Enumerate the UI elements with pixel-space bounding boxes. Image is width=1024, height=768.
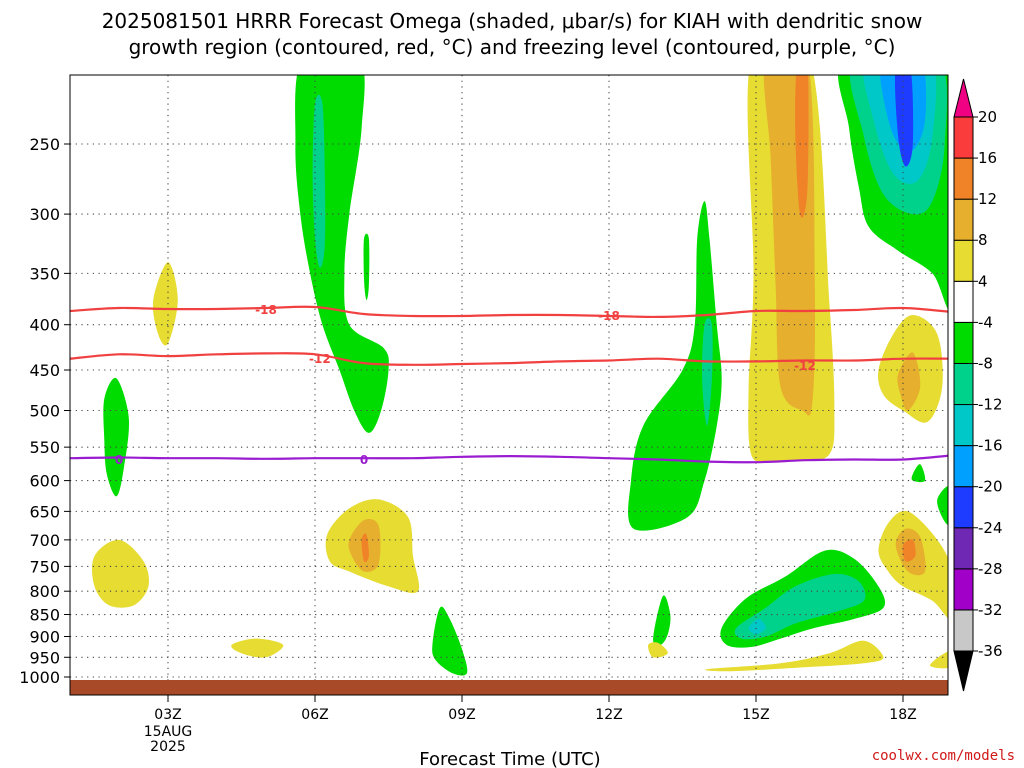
omega-region-19 — [91, 539, 149, 608]
colorbar-bin-11 — [953, 157, 974, 200]
omega-region-18 — [152, 262, 178, 346]
x-tick-sublabel-0: 15AUG — [144, 724, 193, 740]
colorbar-bin-1 — [953, 568, 974, 611]
omega-region-27 — [795, 75, 809, 218]
y-tick-label-600: 600 — [29, 472, 60, 491]
chart-title-line1: 2025081501 HRRR Forecast Omega (shaded, … — [102, 9, 923, 33]
omega-region-33 — [704, 640, 884, 672]
colorbar-label-3: 8 — [978, 231, 988, 249]
y-tick-label-400: 400 — [29, 316, 60, 335]
colorbar-bin-2 — [953, 527, 974, 570]
omega-region-24 — [648, 642, 668, 658]
contour-label-0-1: -18 — [598, 309, 620, 323]
x-tick-label-12Z: 12Z — [595, 707, 622, 723]
x-tick-label-18Z: 18Z — [889, 707, 916, 723]
colorbar-bin-12 — [953, 116, 974, 159]
omega-region-3 — [103, 377, 130, 497]
contour-label-2-0: 0 — [115, 453, 123, 467]
contour-label-2-1: 0 — [360, 453, 368, 467]
y-tick-label-850: 850 — [29, 606, 60, 625]
y-tick-label-250: 250 — [29, 135, 60, 154]
omega-region-5 — [653, 595, 671, 646]
chart-title-line2: growth region (contoured, red, °C) and f… — [129, 35, 896, 59]
plot-area: -18 -18 -12 -12 0 0 — [69, 74, 949, 696]
x-tick-label-09Z: 09Z — [448, 707, 475, 723]
colorbar-bin-7 — [953, 321, 974, 364]
y-axis: 250 300 350 400 450 500 550 600 650 700 750 800 850 9… — [19, 135, 70, 687]
colorbar-label-12: -32 — [978, 601, 1003, 619]
y-tick-label-800: 800 — [29, 582, 60, 601]
y-tick-label-900: 900 — [29, 627, 60, 646]
colorbar-label-4: 4 — [978, 272, 988, 290]
colorbar-over-triangle — [953, 78, 974, 118]
colorbar-bin-0 — [953, 609, 974, 652]
y-tick-label-700: 700 — [29, 531, 60, 550]
colorbar: 20 16 12 8 4 -4 -8 -12 -16 -20 -24 -28 -32 -36 — [953, 78, 1003, 692]
omega-region-16 — [734, 573, 866, 640]
x-tick-label-15Z: 15Z — [742, 707, 769, 723]
colorbar-label-1: 16 — [978, 149, 997, 167]
colorbar-label-11: -28 — [978, 560, 1003, 578]
omega-region-2 — [363, 233, 370, 300]
colorbar-label-8: -16 — [978, 437, 1003, 455]
omega-region-7 — [702, 318, 713, 426]
colorbar-label-10: -24 — [978, 519, 1003, 537]
colorbar-label-9: -20 — [978, 478, 1003, 496]
colorbar-label-5: -4 — [978, 313, 993, 331]
y-tick-label-650: 650 — [29, 502, 60, 521]
omega-region-14 — [937, 486, 948, 525]
colorbar-bin-10 — [953, 198, 974, 241]
y-tick-label-950: 950 — [29, 648, 60, 667]
y-tick-label-300: 300 — [29, 205, 60, 224]
contour-line-2 — [70, 454, 948, 464]
omega-region-6 — [628, 201, 722, 531]
contour-line-1 — [70, 352, 948, 366]
colorbar-label-7: -12 — [978, 396, 1003, 414]
colorbar-bin-6 — [953, 362, 974, 406]
contour-line-0 — [70, 305, 948, 319]
x-axis-label: Forecast Time (UTC) — [419, 749, 600, 768]
credit-text: coolwx.com/models — [872, 748, 1015, 764]
colorbar-bin-8 — [953, 280, 974, 323]
contour-label-1-1: -12 — [794, 359, 816, 373]
colorbar-label-6: -8 — [978, 354, 993, 372]
x-tick-label-03Z: 03Z — [154, 707, 181, 723]
colorbar-under-triangle — [953, 650, 974, 692]
omega-region-13 — [911, 464, 926, 483]
plot-frame — [69, 74, 949, 696]
contour-label-0-0: -18 — [255, 303, 277, 317]
y-tick-label-500: 500 — [29, 402, 60, 421]
omega-region-20 — [231, 638, 284, 658]
colorbar-label-2: 12 — [978, 190, 997, 208]
y-tick-label-350: 350 — [29, 264, 60, 283]
x-tick-sublabel-1: 2025 — [150, 739, 186, 755]
ground-surface — [70, 680, 948, 695]
y-tick-label-550: 550 — [29, 438, 60, 457]
colorbar-bin-4 — [953, 445, 974, 488]
omega-region-23 — [361, 533, 369, 563]
omega-region-17 — [748, 619, 766, 635]
colorbar-bin-3 — [953, 486, 974, 529]
y-tick-label-450: 450 — [29, 361, 60, 380]
colorbar-bin-5 — [953, 404, 974, 447]
omega-region-32 — [902, 539, 916, 562]
colorbar-label-13: -36 — [978, 642, 1003, 660]
colorbar-bin-9 — [953, 239, 974, 282]
omega-region-4 — [432, 606, 468, 676]
x-tick-label-06Z: 06Z — [301, 707, 328, 723]
colorbar-label-0: 20 — [978, 108, 997, 126]
omega-region-1 — [312, 94, 326, 268]
y-tick-label-1000: 1000 — [19, 668, 60, 687]
y-tick-label-750: 750 — [29, 557, 60, 576]
contour-label-1-0: -12 — [309, 352, 331, 366]
omega-region-34 — [930, 651, 948, 669]
